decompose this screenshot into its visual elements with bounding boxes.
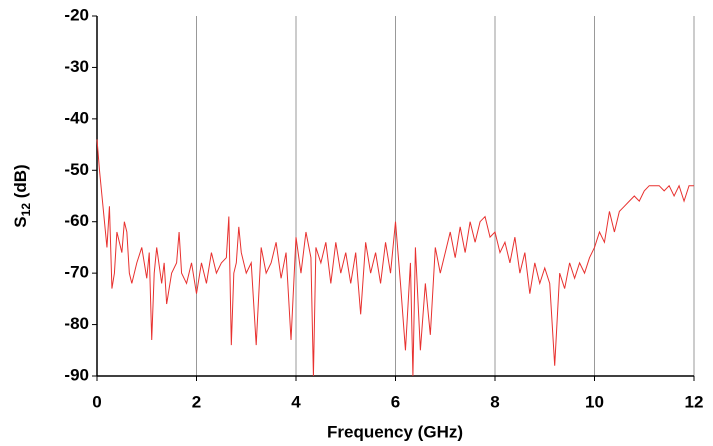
y-tick-label: -80 xyxy=(64,314,89,333)
y-axis-label: S12 (dB) xyxy=(11,164,33,227)
x-tick-label: 4 xyxy=(291,392,301,411)
x-tick-label: 6 xyxy=(391,392,400,411)
y-tick-label: -50 xyxy=(64,160,89,179)
x-tick-label: 8 xyxy=(490,392,499,411)
y-label-sub: 12 xyxy=(19,203,33,217)
y-tick-label: -20 xyxy=(64,5,89,24)
x-axis-label: Frequency (GHz) xyxy=(327,422,463,441)
x-tick-label: 10 xyxy=(585,392,604,411)
y-tick-label: -30 xyxy=(64,57,89,76)
data-line xyxy=(96,139,694,377)
y-tick-label: -60 xyxy=(64,211,89,230)
x-tick-label: 2 xyxy=(192,392,201,411)
y-label-unit: (dB) xyxy=(11,164,30,203)
y-tick-label: -90 xyxy=(64,365,89,384)
y-label-main: S xyxy=(11,216,30,227)
y-tick-label: -70 xyxy=(64,263,89,282)
x-tick-label: 12 xyxy=(685,392,704,411)
y-tick-label: -40 xyxy=(64,108,89,127)
x-tick-label: 0 xyxy=(92,392,101,411)
